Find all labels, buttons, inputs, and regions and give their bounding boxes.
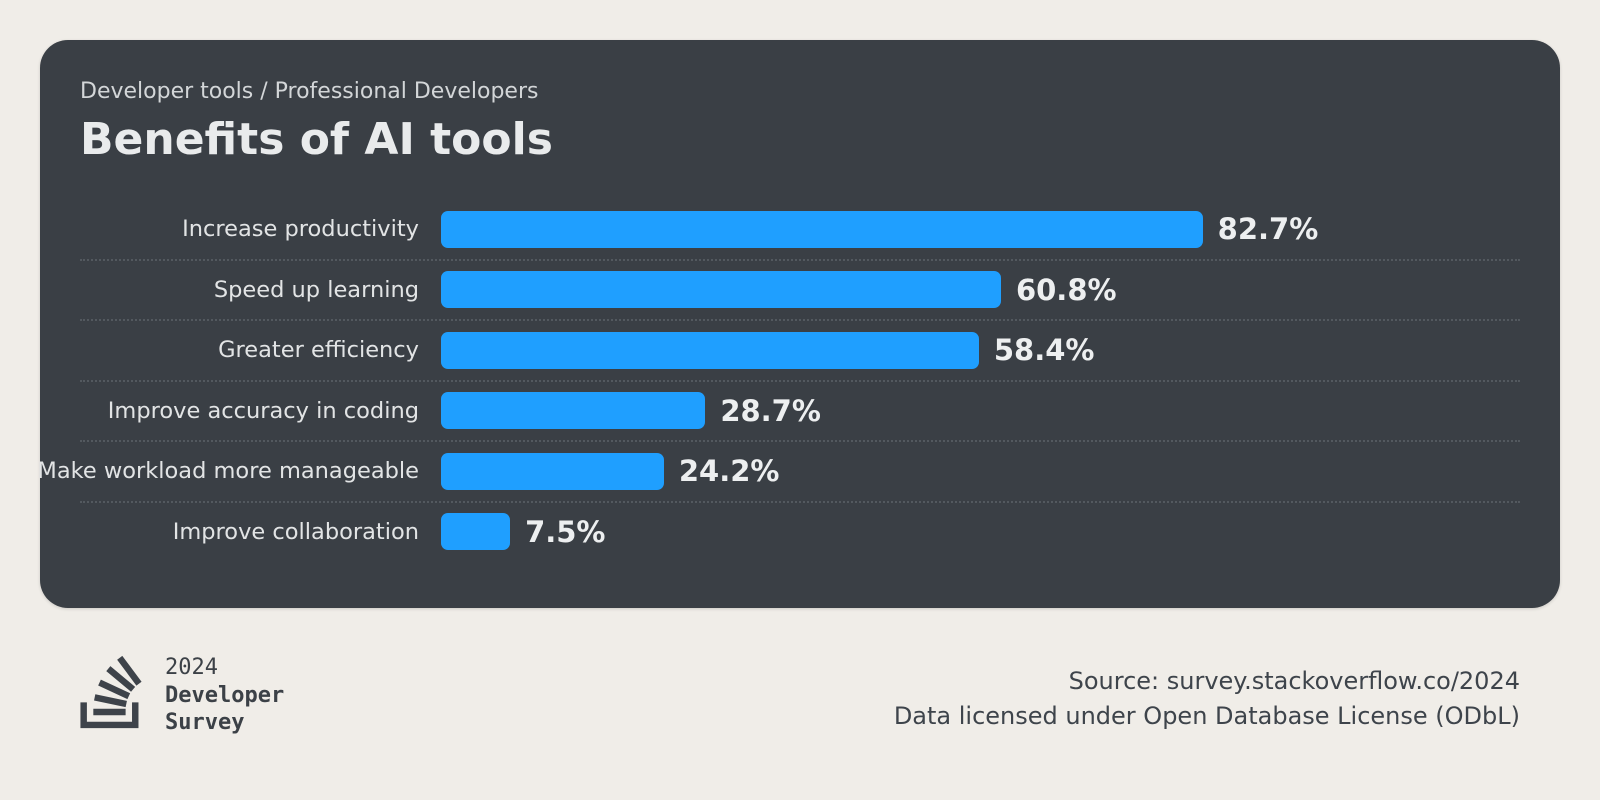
- chart-row: Speed up learning 60.8%: [80, 258, 1520, 320]
- chart-subtitle: Developer tools / Professional Developer…: [80, 79, 539, 104]
- chart-row: Increase productivity 82.7%: [80, 200, 1520, 259]
- bar-value-label: 58.4%: [993, 333, 1095, 368]
- bar-value-label: 28.7%: [720, 393, 821, 428]
- bar-value-label: 24.2%: [678, 454, 780, 489]
- bar-value-label: 60.8%: [1015, 272, 1117, 307]
- brand-name-line1: Developer: [165, 682, 285, 708]
- chart-title: Benefits of AI tools: [80, 114, 553, 165]
- bar-category-label-text: Increase productivity: [182, 216, 419, 243]
- bar-track: 24.2%: [441, 452, 1520, 490]
- bar-category-label-text: Greater efficiency: [218, 337, 419, 364]
- bar-track: 60.8%: [441, 271, 1520, 309]
- chart-row: Make workload more manageable 24.2%: [37, 440, 1520, 501]
- bar-category-label: Greater efficiency: [80, 321, 441, 380]
- chart-card: Developer tools / Professional Developer…: [37, 40, 1560, 608]
- source-line: Source: survey.stackoverflow.co/2024: [1068, 667, 1520, 695]
- bar-track: 82.7%: [441, 210, 1520, 248]
- bar-value-label: 82.7%: [1217, 212, 1319, 247]
- chart-row: Improve collaboration 7.5%: [80, 500, 1520, 562]
- bar-chart: Increase productivity 82.7% Speed up learn…: [37, 200, 1520, 562]
- bar-category-label-text: Improve accuracy in coding: [107, 397, 419, 424]
- stackoverflow-logo-icon: [80, 655, 142, 729]
- bar: [441, 331, 979, 369]
- bar: [441, 452, 664, 490]
- bar: [441, 392, 706, 430]
- bar-category-label: Improve accuracy in coding: [80, 382, 441, 441]
- bar-track: 7.5%: [441, 513, 1520, 551]
- bar-category-label: Make workload more manageable: [37, 442, 441, 501]
- bar-track: 58.4%: [441, 331, 1520, 369]
- license-line: Data licensed under Open Database Licens…: [893, 701, 1520, 730]
- chart-row: Improve accuracy in coding 28.7%: [80, 379, 1520, 441]
- bar-category-label: Speed up learning: [80, 261, 441, 320]
- brand-text: 2024 Developer Survey: [165, 648, 284, 737]
- bar: [441, 513, 511, 551]
- stackoverflow-survey-brand: 2024 Developer Survey: [80, 648, 284, 737]
- footer: 2024 Developer Survey Source: survey.sta…: [0, 608, 1600, 800]
- bar-value-label: 7.5%: [525, 514, 606, 549]
- brand-year: 2024: [165, 655, 218, 680]
- bar: [441, 210, 1203, 248]
- source-attribution: Source: survey.stackoverflow.co/2024 Dat…: [894, 648, 1520, 733]
- bar-category-label: Improve collaboration: [80, 503, 441, 562]
- bar-category-label: Increase productivity: [80, 200, 441, 259]
- bar-category-label-text: Make workload more manageable: [37, 458, 419, 485]
- bar-track: 28.7%: [441, 392, 1520, 430]
- bar-category-label-text: Speed up learning: [213, 276, 419, 303]
- brand-name-line2: Survey: [165, 710, 245, 735]
- bar-category-label-text: Improve collaboration: [172, 518, 419, 545]
- chart-row: Greater efficiency 58.4%: [80, 319, 1520, 380]
- bar: [441, 271, 1001, 309]
